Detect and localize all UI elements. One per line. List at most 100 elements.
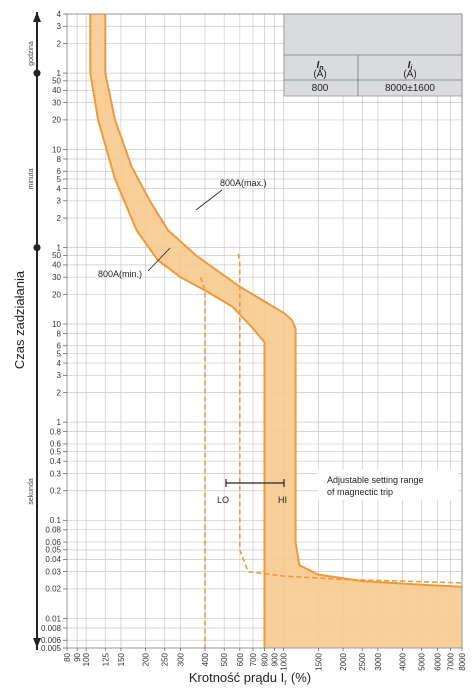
x-tick-label: 6000 [433, 652, 442, 670]
y-tick-label: 50 [52, 251, 61, 260]
y-unit-label: minuta [28, 168, 35, 189]
x-tick-label: 4000 [399, 652, 408, 670]
instantaneous-header-symbol: Ii [408, 60, 414, 72]
instantaneous-value: 8000±1600 [385, 83, 435, 94]
y-tick-label: 10 [52, 320, 61, 329]
rated-current-header-unit: (A) [313, 69, 326, 80]
y-unit-label: godzina [28, 41, 35, 66]
y-tick-label: 1 [57, 69, 62, 78]
y-tick-label: 1 [57, 418, 62, 427]
settings-table: In(A)Ii(A)800 8000±1600 [283, 13, 463, 97]
y-tick-label: 0.02 [45, 585, 61, 594]
y-axis-label: Czas zadziałania [12, 270, 27, 369]
x-tick-label: 300 [176, 652, 185, 666]
y-tick-label: 0.5 [50, 447, 62, 456]
x-tick-label: 700 [249, 652, 258, 666]
y-tick-label: 0.008 [41, 624, 62, 633]
y-tick-label: 30 [52, 273, 61, 282]
y-tick-label: 5 [57, 349, 62, 358]
x-tick-label: 800 [261, 652, 270, 666]
rated-current-header-symbol: In [316, 60, 323, 72]
x-tick-label: 5000 [418, 652, 427, 670]
rated-current-value: 800 [312, 83, 329, 94]
x-tick-label: 2500 [358, 652, 367, 670]
x-tick-label: 3000 [374, 652, 383, 670]
y-unit-marker [33, 244, 41, 252]
y-tick-label: 0.1 [50, 516, 62, 525]
x-tick-label: 90 [73, 652, 82, 661]
x-tick-label: 2000 [339, 652, 348, 670]
y-tick-label: 6 [57, 342, 62, 351]
band-fill [90, 14, 463, 648]
instantaneous-header-unit: (A) [403, 69, 416, 80]
y-tick-label: 8 [57, 329, 62, 338]
series-line [89, 14, 266, 648]
range-note-box [318, 470, 458, 500]
y-tick-label: 4 [57, 184, 62, 193]
x-tick-label: 1500 [314, 652, 323, 670]
x-tick-label: 900 [271, 652, 280, 666]
y-tick-label: 5 [57, 175, 62, 184]
y-tick-label: 50 [52, 77, 61, 86]
y-tick-label: 0.2 [50, 487, 62, 496]
y-axis-arrow-up [33, 12, 41, 22]
y-tick-label: 0.005 [41, 644, 62, 653]
y-tick-label: 20 [52, 290, 61, 299]
y-tick-label: 3 [57, 371, 62, 380]
y-tick-label: 0.06 [45, 538, 61, 547]
y-tick-label: 8 [57, 155, 62, 164]
y-tick-label: 40 [52, 261, 61, 270]
x-tick-label: 150 [117, 652, 126, 666]
range-note-line1: Adjustable setting range [327, 475, 424, 485]
dashed-curve [237, 253, 463, 584]
y-unit-label: sekunda [28, 478, 35, 505]
y-tick-label: 2 [57, 214, 62, 223]
x-tick-label: 7000 [447, 652, 456, 670]
min-curve-label: 800A(min.) [98, 269, 142, 279]
series-layer [89, 14, 463, 648]
x-tick-label: 100 [82, 652, 91, 666]
y-tick-label: 4 [57, 10, 62, 19]
x-tick-label: 125 [101, 652, 110, 666]
x-tick-label: 1000 [280, 652, 289, 670]
x-tick-label: 80 [63, 652, 72, 661]
y-tick-label: 40 [52, 86, 61, 95]
hi-label: HI [278, 495, 287, 505]
y-tick-label: 10 [52, 145, 61, 154]
y-tick-label: 3 [57, 197, 62, 206]
y-tick-label: 0.04 [45, 555, 61, 564]
y-tick-label: 0.3 [50, 469, 62, 478]
y-tick-label: 3 [57, 22, 62, 31]
operating-band [90, 14, 463, 648]
x-tick-label: 400 [201, 652, 210, 666]
y-tick-label: 2 [57, 388, 62, 397]
min-label-leader [147, 247, 171, 272]
y-tick-label: 0.01 [45, 614, 61, 623]
max-label-leader [195, 189, 223, 211]
y-tick-label: 0.8 [50, 427, 62, 436]
y-tick-label: 0.03 [45, 567, 61, 576]
x-axis-label-sub: r [284, 678, 287, 687]
max-curve-label: 800A(max.) [220, 178, 267, 188]
y-tick-label: 0.4 [50, 457, 62, 466]
x-axis-label-unit: (%) [291, 670, 311, 685]
y-tick-label: 1 [57, 243, 62, 252]
x-tick-label: 200 [142, 652, 151, 666]
x-axis-label-main: Krotność prądu I [189, 670, 284, 685]
series-line [104, 14, 463, 588]
y-tick-label: 0.6 [50, 440, 62, 449]
y-tick-label: 6 [57, 167, 62, 176]
x-ticks: 80 90 100 125 150 200 250 300 400 500 600 700 800 900… [63, 648, 467, 671]
annotations: 800A(max.) 800A(min.) LO HI Adjustable setti… [98, 178, 458, 505]
x-tick-label: 500 [220, 652, 229, 666]
dashed-curves [199, 253, 463, 648]
x-axis-label: Krotność prądu Ir (%) [189, 670, 311, 687]
y-tick-label: 0.08 [45, 526, 61, 535]
y-tick-label: 0.006 [41, 636, 62, 645]
instantaneous-header-subscript: i [410, 65, 413, 72]
y-tick-label: 4 [57, 359, 62, 368]
x-tick-label: 8000 [458, 652, 467, 670]
y-tick-label: 2 [57, 39, 62, 48]
